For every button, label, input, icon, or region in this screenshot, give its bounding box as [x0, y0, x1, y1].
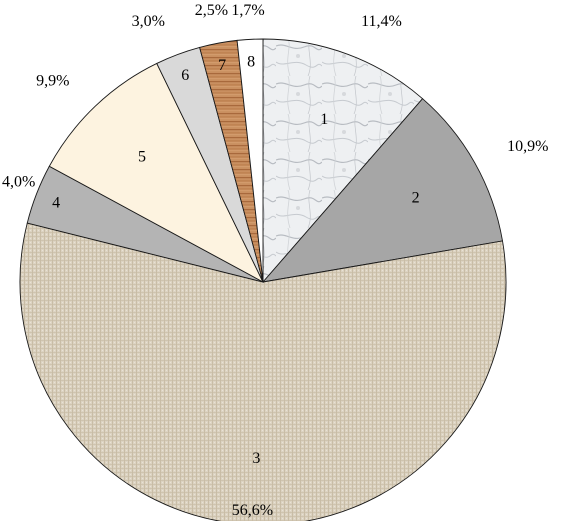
- pie-slice-8: [236, 38, 264, 283]
- pie-slice-3: [19, 222, 507, 521]
- slice-label-8: 8: [247, 53, 255, 70]
- slice-value-label-2: 10,9%: [507, 138, 548, 155]
- slice-label-5: 5: [138, 149, 146, 166]
- slice-label-7: 7: [218, 57, 226, 74]
- slice-label-3: 3: [252, 450, 260, 467]
- pie-slice-2: [261, 98, 504, 283]
- slice-value-label-5: 9,9%: [36, 73, 69, 90]
- slice-value-label-4: 4,0%: [2, 174, 35, 191]
- slices-layer: [19, 38, 507, 521]
- pie-slice-1: [262, 38, 424, 284]
- slice-value-label-1: 11,4%: [361, 13, 402, 30]
- slice-label-4: 4: [52, 195, 60, 212]
- slice-label-2: 2: [412, 189, 420, 206]
- slice-label-1: 1: [320, 111, 328, 128]
- slice-value-label-3: 56,6%: [232, 502, 273, 519]
- labels-layer: 1 11,4% 2 10,9% 3 56,6% 4 4,0% 5 9,9% 6 3,0% 7 2,5% 8 1…: [2, 2, 548, 519]
- slice-value-label-6: 3,0%: [132, 13, 165, 30]
- slice-value-label-7: 2,5%: [195, 2, 228, 19]
- slice-label-6: 6: [181, 67, 189, 84]
- pie-slice-5: [48, 62, 265, 284]
- slice-value-label-8: 1,7%: [231, 2, 264, 19]
